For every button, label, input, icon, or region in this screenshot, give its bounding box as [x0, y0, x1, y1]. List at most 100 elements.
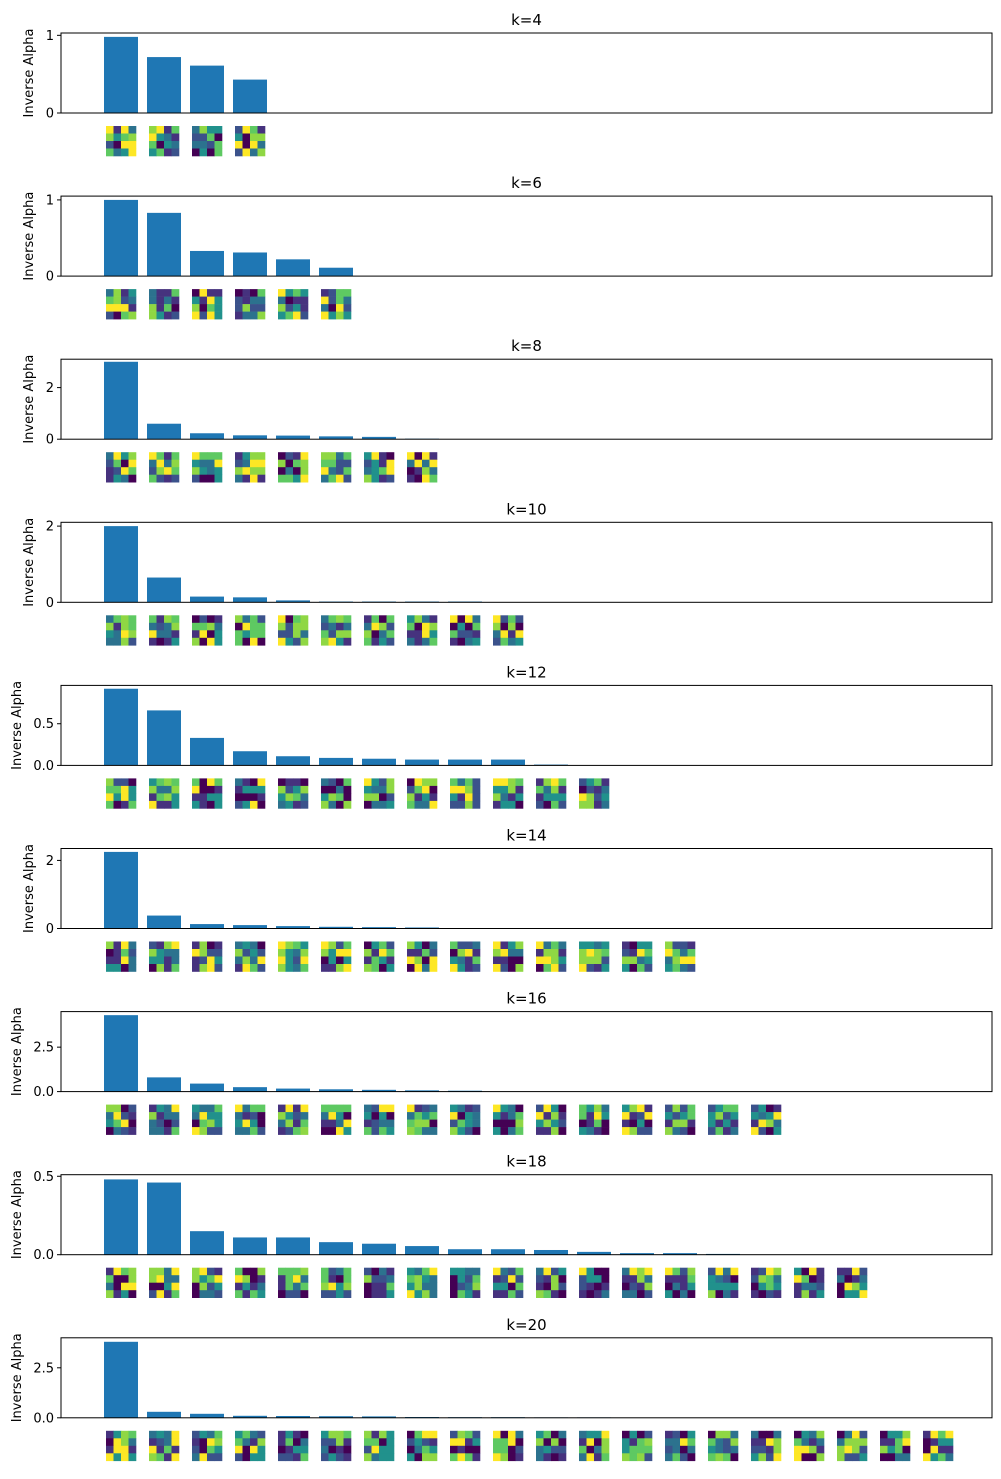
filter-thumbnail [278, 452, 309, 483]
bar [147, 1411, 181, 1418]
panel-title: k=16 [506, 990, 546, 1008]
filter-thumbnail [665, 1104, 696, 1135]
filter-thumbnail [579, 1267, 610, 1298]
y-axis-label: Inverse Alpha [10, 1170, 25, 1259]
filter-thumbnail [536, 1430, 567, 1462]
filter-thumbnail [493, 1430, 524, 1462]
filter-thumbnail [321, 615, 352, 646]
y-tick-label: 0.5 [33, 717, 54, 732]
bar [147, 423, 181, 440]
axes-frame [60, 521, 993, 603]
y-tick-label: 0 [46, 433, 54, 448]
bar [448, 759, 482, 766]
panel-title: k=12 [506, 663, 546, 681]
filter-thumbnail [192, 615, 223, 646]
filter-thumbnail [235, 615, 266, 646]
filter-thumbnail [149, 1104, 180, 1135]
filter-thumbnail [407, 1267, 438, 1298]
filter-thumbnail [192, 1430, 223, 1462]
bar [319, 757, 353, 766]
filter-thumbnail [536, 1104, 567, 1135]
subplot-k-20: k=20 Inverse Alpha 0.0 2.5 [10, 1316, 993, 1462]
bar [319, 1242, 353, 1255]
bar [233, 79, 267, 113]
y-tick-label: 1 [46, 29, 54, 44]
bar [190, 433, 224, 440]
bar [362, 758, 396, 766]
bar [362, 1416, 396, 1418]
filter-thumbnail [622, 1104, 653, 1135]
filter-thumbnail [278, 778, 309, 809]
filter-thumbnail [235, 1430, 266, 1462]
filter-thumbnail [837, 1430, 868, 1462]
filter-thumbnail [665, 1267, 696, 1298]
filter-thumbnail [622, 1430, 653, 1462]
bar [147, 57, 181, 113]
bar [104, 199, 138, 277]
bar [362, 436, 396, 440]
filter-thumbnail [192, 941, 223, 972]
filter-thumbnail [235, 941, 266, 972]
filter-thumbnail [923, 1430, 954, 1462]
axes-frame [60, 848, 993, 929]
filter-thumbnail [106, 615, 137, 646]
bar [190, 596, 224, 603]
bar [405, 759, 439, 766]
filter-thumbnail [235, 126, 266, 157]
filter-thumbnail [450, 615, 481, 646]
filter-thumbnail [493, 778, 524, 809]
filter-thumbnail [149, 1430, 180, 1462]
y-tick-label: 1 [46, 193, 54, 208]
panel-title: k=8 [511, 337, 542, 355]
filter-thumbnail [192, 452, 223, 483]
bar [319, 926, 353, 929]
filter-thumbnail [837, 1267, 868, 1298]
subplot-k-16: k=16 Inverse Alpha 0.0 2.5 [10, 990, 993, 1135]
y-axis-label: Inverse Alpha [10, 1333, 25, 1422]
bar [104, 526, 138, 603]
filter-thumbnail [880, 1430, 911, 1462]
bar [233, 1415, 267, 1418]
bar [276, 926, 310, 929]
filter-thumbnail [106, 452, 137, 483]
bar [190, 1231, 224, 1255]
bar [663, 1253, 697, 1255]
bar [190, 924, 224, 929]
bar [319, 1416, 353, 1418]
axes-frame [60, 1174, 993, 1256]
bar [491, 1249, 525, 1255]
y-tick-label: 0.0 [33, 759, 54, 774]
bar [491, 759, 525, 766]
y-axis-label: Inverse Alpha [22, 29, 37, 118]
bar [104, 1341, 138, 1418]
filter-thumbnail [407, 941, 438, 972]
filter-thumbnail [321, 1430, 352, 1462]
filter-thumbnail [235, 778, 266, 809]
bar [319, 267, 353, 277]
bar [577, 1251, 611, 1255]
filter-thumbnail [751, 1430, 782, 1462]
filter-thumbnail [536, 941, 567, 972]
filter-thumbnail [708, 1430, 739, 1462]
filter-thumbnail [321, 778, 352, 809]
filter-thumbnail [493, 1267, 524, 1298]
filter-thumbnail [579, 941, 610, 972]
filter-thumbnail [364, 1267, 395, 1298]
axes-frame [60, 358, 993, 440]
filter-thumbnail [321, 1267, 352, 1298]
bar [276, 600, 310, 603]
y-tick-label: 2 [46, 520, 54, 535]
y-tick-label: 0.0 [33, 1411, 54, 1426]
bar [405, 1090, 439, 1092]
panel-title: k=20 [506, 1316, 546, 1334]
filter-thumbnail [579, 778, 610, 809]
axes-frame [60, 32, 993, 114]
y-tick-label: 0.5 [33, 1170, 54, 1185]
bar [147, 1077, 181, 1092]
bar [104, 1179, 138, 1255]
bar [104, 851, 138, 929]
subplot-k-6: k=6 Inverse Alpha 0 1 [22, 174, 993, 320]
filter-thumbnail [235, 1267, 266, 1298]
axes-frame [60, 1011, 993, 1093]
bar [190, 737, 224, 766]
